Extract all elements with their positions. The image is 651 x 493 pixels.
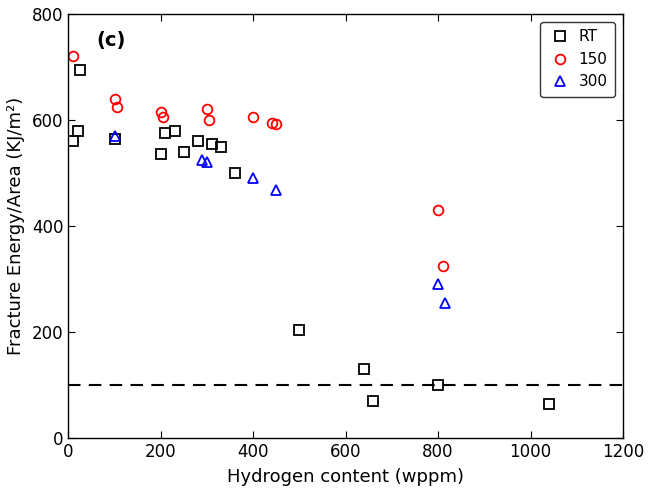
- RT: [231, 170, 239, 176]
- Line: 300: 300: [110, 131, 450, 308]
- RT: [111, 136, 118, 141]
- 150: [203, 106, 211, 112]
- RT: [296, 326, 303, 332]
- RT: [370, 398, 378, 404]
- RT: [360, 366, 368, 372]
- 150: [206, 117, 214, 123]
- RT: [171, 128, 178, 134]
- 150: [268, 120, 275, 126]
- RT: [74, 128, 81, 134]
- 150: [69, 53, 77, 59]
- RT: [208, 141, 215, 147]
- 150: [439, 263, 447, 269]
- 300: [434, 282, 442, 287]
- RT: [76, 67, 84, 72]
- RT: [217, 143, 225, 149]
- 300: [249, 176, 257, 181]
- Y-axis label: Fracture Energy/Area (KJ/m²): Fracture Energy/Area (KJ/m²): [7, 97, 25, 355]
- Legend: RT, 150, 300: RT, 150, 300: [540, 22, 615, 97]
- 300: [199, 157, 206, 163]
- 300: [203, 160, 211, 166]
- 150: [113, 104, 121, 110]
- RT: [157, 151, 165, 157]
- 150: [157, 109, 165, 115]
- RT: [434, 382, 442, 388]
- 150: [159, 114, 167, 120]
- 150: [434, 207, 442, 213]
- Line: 150: 150: [68, 51, 447, 271]
- RT: [545, 401, 553, 407]
- 300: [441, 300, 449, 306]
- RT: [69, 138, 77, 144]
- 150: [272, 121, 280, 127]
- RT: [194, 138, 202, 144]
- Text: (c): (c): [96, 31, 126, 50]
- 150: [249, 114, 257, 120]
- RT: [161, 130, 169, 136]
- X-axis label: Hydrogen content (wppm): Hydrogen content (wppm): [227, 468, 464, 486]
- 150: [111, 96, 118, 102]
- Line: RT: RT: [68, 65, 554, 409]
- RT: [180, 149, 187, 155]
- 300: [272, 187, 280, 193]
- 300: [111, 133, 118, 139]
